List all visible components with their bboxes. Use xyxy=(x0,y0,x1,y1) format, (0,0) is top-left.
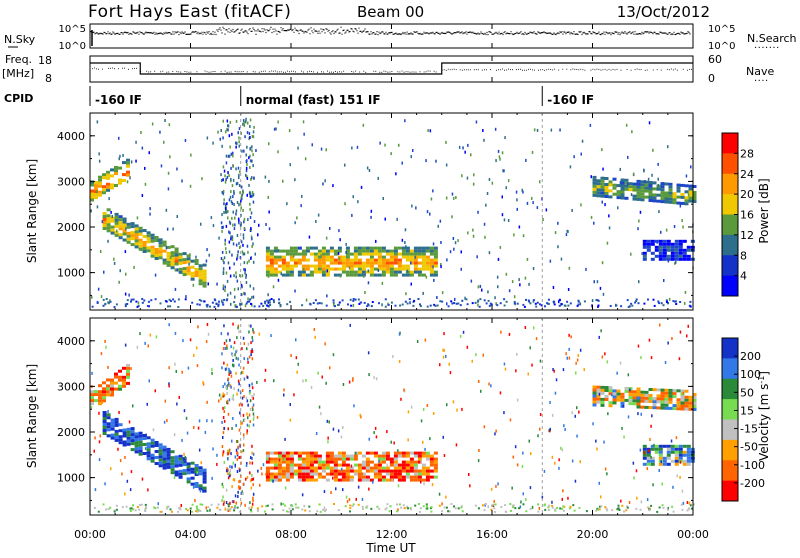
cpid-segment-label: normal (fast) 151 IF xyxy=(246,93,381,107)
range-tick-label: 1000 xyxy=(57,472,85,485)
nsky-trace xyxy=(90,26,691,46)
date-title: 13/Oct/2012 xyxy=(617,3,710,21)
station-title: Fort Hays East (fitACF) xyxy=(88,2,291,22)
power-cbar-label: Power [dB] xyxy=(757,178,771,243)
colorbar-swatch xyxy=(722,480,738,502)
cpid-segment-label: -160 IF xyxy=(547,93,594,107)
velocity-cbar-label: Velocity [m s-1] xyxy=(757,371,771,461)
colorbar-swatch xyxy=(722,194,738,215)
nave-dots: .... xyxy=(754,73,769,84)
freq-panel: Freq. [MHz] 18 8 60 0 Nave .... xyxy=(2,53,774,85)
colorbar-swatch xyxy=(722,255,738,277)
range-tick-label: 2000 xyxy=(57,426,85,439)
nsky-right-tick-bottom: 10^0 xyxy=(708,41,735,52)
cpid-segment-label: -160 IF xyxy=(95,93,142,107)
time-tick-label: 00:00 xyxy=(74,528,106,541)
colorbar-tick-label: 15 xyxy=(740,404,754,417)
velocity-panel: Slant Range [km] 1000 2000 3000 4000 200 100… xyxy=(25,317,771,516)
colorbar-swatch xyxy=(722,378,738,400)
colorbar-swatch xyxy=(722,358,738,380)
power-heatmap xyxy=(90,117,697,308)
nsky-right-tick-top: 10^5 xyxy=(708,24,735,35)
colorbar-swatch xyxy=(722,173,738,195)
colorbar-swatch xyxy=(722,214,738,236)
velocity-colorbar: 200 100 50 15 -15 -50 -100 -200 xyxy=(721,337,765,502)
colorbar-tick-label: 24 xyxy=(740,168,754,181)
time-tick-label: 04:00 xyxy=(175,528,207,541)
velocity-ylabel: Slant Range [km] xyxy=(25,364,39,468)
time-axis-label: Time UT xyxy=(365,541,416,554)
range-tick-label: 4000 xyxy=(57,130,85,143)
power-ylabel: Slant Range [km] xyxy=(25,159,39,263)
colorbar-swatch xyxy=(722,234,738,256)
time-tick-label: 16:00 xyxy=(476,528,508,541)
nave-label: Nave xyxy=(746,65,774,78)
colorbar-tick-label: -200 xyxy=(740,477,765,490)
colorbar-tick-label: 50 xyxy=(740,386,754,399)
nave-right-tick-top: 60 xyxy=(708,53,722,66)
colorbar-swatch xyxy=(722,133,738,154)
nsky-label: N.Sky xyxy=(4,33,36,46)
colorbar-tick-label: -100 xyxy=(740,459,765,472)
velocity-heatmap xyxy=(90,322,697,513)
colorbar-tick-label: -15 xyxy=(740,423,758,436)
cpid-panel: CPID -160 IF normal (fast) 151 IF -160 IF xyxy=(4,86,594,107)
freq-left-tick-top: 18 xyxy=(38,54,52,67)
time-tick-label: 12:00 xyxy=(376,528,408,541)
colorbar-swatch xyxy=(722,153,738,175)
nsky-panel: N.Sky 10^5 10^0 10^5 10^0 N.Search .....… xyxy=(4,23,797,52)
nsearch-label: N.Search xyxy=(747,32,797,45)
range-tick-label: 3000 xyxy=(57,380,85,393)
time-axis: 00:00 04:00 08:00 12:00 16:00 20:00 00:00 xyxy=(74,24,709,541)
cpid-label: CPID xyxy=(4,92,33,105)
colorbar-tick-label: 16 xyxy=(740,209,754,222)
colorbar-swatch xyxy=(722,439,738,461)
freq-left-tick-bottom: 8 xyxy=(45,72,52,85)
nsearch-dots: ....... xyxy=(754,40,780,51)
colorbar-swatch xyxy=(722,419,738,441)
freq-label: Freq. xyxy=(5,53,32,66)
time-tick-label: 00:00 xyxy=(677,528,709,541)
colorbar-tick-label: 28 xyxy=(740,147,754,160)
nave-right-tick-bottom: 0 xyxy=(708,72,715,85)
power-colorbar: 28 24 20 16 12 8 4 xyxy=(721,132,754,297)
colorbar-tick-label: 200 xyxy=(740,350,761,363)
range-tick-label: 3000 xyxy=(57,175,85,188)
power-panel: Slant Range [km] 1000 2000 3000 4000 28 24 20… xyxy=(25,112,771,311)
colorbar-tick-label: 100 xyxy=(740,368,761,381)
colorbar-tick-label: 4 xyxy=(740,270,747,283)
beam-title: Beam 00 xyxy=(357,3,424,21)
colorbar-swatch xyxy=(722,460,738,482)
time-tick-label: 08:00 xyxy=(275,528,307,541)
range-tick-label: 2000 xyxy=(57,221,85,234)
freq-unit: [MHz] xyxy=(2,67,34,80)
colorbar-tick-label: 8 xyxy=(740,249,747,262)
nsky-left-tick-bottom: 10^0 xyxy=(59,41,86,52)
colorbar-swatch xyxy=(722,338,738,359)
nsky-left-tick-top: 10^5 xyxy=(59,24,86,35)
freq-trace xyxy=(90,62,693,75)
colorbar-swatch xyxy=(722,399,738,420)
time-tick-label: 20:00 xyxy=(577,528,609,541)
range-tick-label: 4000 xyxy=(57,335,85,348)
colorbar-tick-label: -50 xyxy=(740,441,758,454)
colorbar-tick-label: 20 xyxy=(740,188,754,201)
colorbar-tick-label: 12 xyxy=(740,229,754,242)
colorbar-swatch xyxy=(722,275,738,297)
range-tick-label: 1000 xyxy=(57,267,85,280)
